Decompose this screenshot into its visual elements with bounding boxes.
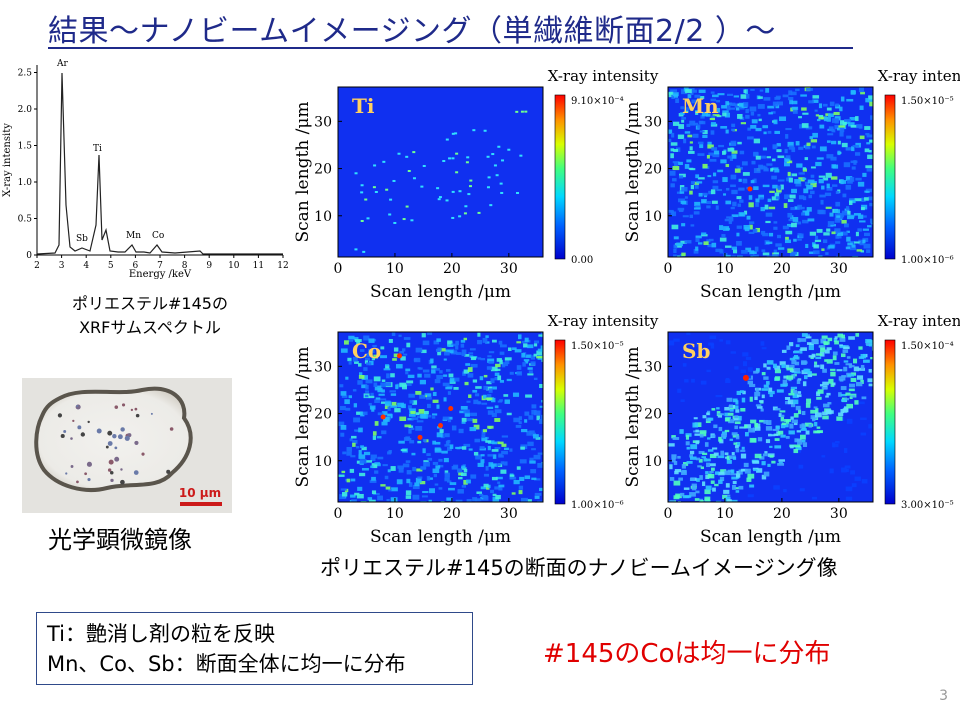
map-element-label: Co xyxy=(352,339,381,363)
map-ylabel: Scan length /μm xyxy=(293,101,313,242)
spectrum-xtick: 11 xyxy=(253,261,264,271)
element-maps-panel: Ti 0 10 20 30 10 20 30 Scan length /μm Scan lengt… xyxy=(290,62,960,562)
map-xlabel: Scan length /μm xyxy=(700,527,841,547)
map-ytick: 30 xyxy=(644,114,662,130)
map-xtick: 10 xyxy=(716,261,734,277)
map-xlabel: Scan length /μm xyxy=(370,282,511,302)
map-xtick: 30 xyxy=(830,261,848,277)
map-ytick: 30 xyxy=(644,359,662,375)
scale-bar-label: 10 μm xyxy=(179,486,221,500)
maps-caption: ポリエステル#145の断面のナノビームイメージング像 xyxy=(320,556,838,580)
spectrum-xtick: 10 xyxy=(228,261,240,271)
map-ytick: 20 xyxy=(314,407,332,423)
spectrum-ytick: 0 xyxy=(26,251,32,261)
colorbar-max: 1.50×10⁻⁵ xyxy=(571,341,624,352)
spectrum-xtick: 6 xyxy=(133,261,139,271)
colorbar-min: 0.00 xyxy=(571,255,593,266)
colorbar-min: 1.00×10⁻⁶ xyxy=(571,500,624,511)
spectrum-caption-line2: XRFサムスペクトル xyxy=(79,318,221,337)
map-xtick: 20 xyxy=(773,506,791,522)
map-ytick: 10 xyxy=(314,454,332,470)
peak-label-ar: Ar xyxy=(56,59,68,69)
map-xtick: 20 xyxy=(443,506,461,522)
note-mn-co-sb: Mn、Co、Sb：断面全体に均一に分布 xyxy=(47,652,406,676)
spectrum-ytick: 0.5 xyxy=(18,215,33,225)
spectrum-ytick: 2.5 xyxy=(18,69,33,79)
spectrum-xtick: 3 xyxy=(59,261,65,271)
map-xtick: 30 xyxy=(830,506,848,522)
colorbar-min: 1.00×10⁻⁶ xyxy=(901,255,954,266)
spectrum-ytick: 1.5 xyxy=(18,142,33,152)
map-xtick: 0 xyxy=(334,261,343,277)
spectrum-xtick: 9 xyxy=(206,261,212,271)
spectrum-caption-line1: ポリエステル#145の xyxy=(72,294,228,313)
map-xlabel: Scan length /μm xyxy=(370,527,511,547)
peak-label-ti: Ti xyxy=(93,144,102,154)
map-ytick: 10 xyxy=(314,209,332,225)
spectrum-ytick: 2.0 xyxy=(18,105,33,115)
map-element-label: Sb xyxy=(682,339,710,363)
spectrum-xtick: 5 xyxy=(108,261,114,271)
colorbar-title: X-ray intensity xyxy=(878,67,960,85)
spectrum-xtick: 4 xyxy=(83,261,89,271)
spectrum-xtick: 8 xyxy=(182,261,188,271)
spectrum-xtick: 12 xyxy=(277,261,288,271)
map-ytick: 20 xyxy=(314,162,332,178)
map-xtick: 10 xyxy=(716,506,734,522)
map-element-label: Ti xyxy=(352,94,375,118)
spectrum-xtick: 2 xyxy=(34,261,40,271)
colorbar-title: X-ray intensity xyxy=(548,312,659,330)
map-xtick: 0 xyxy=(334,506,343,522)
spectrum-ytick: 1.0 xyxy=(18,178,33,188)
spectrum-xlabel: Energy /keV xyxy=(129,269,192,280)
map-xtick: 20 xyxy=(443,261,461,277)
peak-label-sb: Sb xyxy=(76,234,88,244)
spectrum-caption: ポリエステル#145の XRFサムスペクトル xyxy=(40,290,260,338)
map-xtick: 20 xyxy=(773,261,791,277)
colorbar-title: X-ray intensity xyxy=(548,67,659,85)
colorbar-title: X-ray intensity xyxy=(878,312,960,330)
colorbar-min: 3.00×10⁻⁵ xyxy=(901,500,954,511)
map-ytick: 10 xyxy=(644,454,662,470)
colorbar-max: 9.10×10⁻⁴ xyxy=(571,96,624,107)
colorbar-max: 1.50×10⁻⁴ xyxy=(901,341,954,352)
colorbar-max: 1.50×10⁻⁵ xyxy=(901,96,954,107)
micrograph-caption: 光学顕微鏡像 xyxy=(48,526,192,554)
map-ytick: 10 xyxy=(644,209,662,225)
map-xtick: 0 xyxy=(664,506,673,522)
map-ytick: 20 xyxy=(644,407,662,423)
map-element-label: Mn xyxy=(682,94,719,118)
spectrum-ylabel: X-ray intensity xyxy=(2,123,13,197)
title-underline xyxy=(48,47,853,49)
map-xtick: 10 xyxy=(386,261,404,277)
note-ti: Ti：艶消し剤の粒を反映 xyxy=(47,622,276,646)
map-ylabel: Scan length /μm xyxy=(623,346,643,487)
map-xtick: 30 xyxy=(500,261,518,277)
map-ytick: 30 xyxy=(314,359,332,375)
map-xtick: 30 xyxy=(500,506,518,522)
map-xtick: 0 xyxy=(664,261,673,277)
xrf-spectrum-chart: 0 0.5 1.0 1.5 2.0 2.5 2 3 4 5 6 7 8 9 10 11 12 Ar Sb Ti… xyxy=(2,59,289,280)
map-ylabel: Scan length /μm xyxy=(623,101,643,242)
spectrum-xtick: 7 xyxy=(157,261,163,271)
map-xtick: 10 xyxy=(386,506,404,522)
peak-label-mn: Mn xyxy=(126,231,141,241)
conclusion-text: #145のCoは均一に分布 xyxy=(543,639,831,669)
peak-label-co: Co xyxy=(152,231,164,241)
optical-micrograph: 10 μm xyxy=(22,378,232,513)
map-xlabel: Scan length /μm xyxy=(700,282,841,302)
map-ylabel: Scan length /μm xyxy=(293,346,313,487)
page-number: 3 xyxy=(939,688,948,704)
map-ytick: 20 xyxy=(644,162,662,178)
map-ytick: 30 xyxy=(314,114,332,130)
slide-title: 結果～ナノビームイメージング（単繊維断面2/2 ）～ xyxy=(48,14,776,49)
notes-box: Ti：艶消し剤の粒を反映 Mn、Co、Sb：断面全体に均一に分布 xyxy=(36,612,473,685)
